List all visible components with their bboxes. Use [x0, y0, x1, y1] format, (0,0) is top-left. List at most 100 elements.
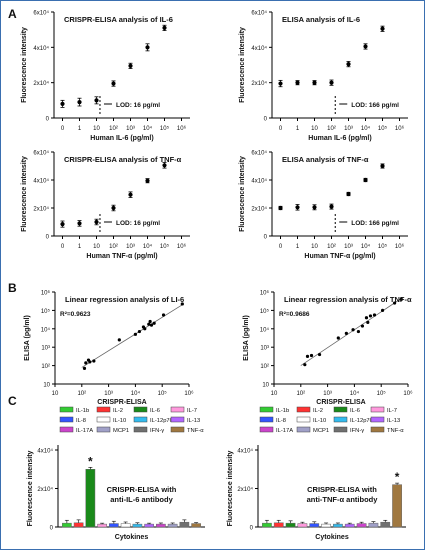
bar	[262, 522, 272, 528]
y-tick-label: 2x10⁴	[33, 80, 49, 87]
data-point	[148, 319, 152, 324]
x-tick-label: 0	[61, 126, 65, 132]
data-point	[180, 302, 184, 306]
x-tick-label: 10³	[344, 126, 353, 132]
y-tick-label: 0	[46, 235, 50, 241]
dose-response-chart: 0 2x10⁴ 4x10⁴ 6x10⁴ 0 1 10 10² 10³ 10⁴ 10⁵ 10⁶ LOD: …	[21, 10, 190, 142]
y-tick-label: 2x10⁴	[251, 206, 267, 213]
legend-label: MCP1	[313, 428, 329, 434]
fit-line	[300, 297, 403, 366]
data-point	[111, 81, 116, 86]
x-tick-label: 10⁵	[377, 390, 387, 397]
data-point	[82, 366, 87, 370]
y-tick-label: 4x10⁴	[33, 45, 49, 52]
x-axis-label: Cytokines	[315, 534, 349, 541]
data-point	[295, 80, 300, 85]
bar	[309, 523, 320, 528]
legend-swatch	[96, 416, 111, 423]
legend-label: IL-7	[387, 408, 397, 414]
y-tick-label: 0	[250, 526, 254, 532]
lod-label: LOD: 16 pg/ml	[116, 220, 160, 227]
y-tick-label: 2x10⁴	[251, 80, 267, 87]
legend-label: IL-8	[276, 418, 286, 424]
legend-swatch	[96, 426, 111, 433]
x-tick-label: 0	[279, 126, 283, 132]
y-axis-label: ELISA (pg/ml)	[243, 315, 250, 361]
data-point	[317, 352, 322, 357]
bar	[344, 523, 355, 528]
regression-chart: 10 10² 10³ 10⁴ 10⁵ 10⁶ 10 10² 10³ 10⁴ 10⁵ 10⁶ Linear…	[24, 290, 194, 407]
y-tick-label: 4x10⁴	[237, 448, 253, 455]
data-point	[117, 338, 121, 342]
x-tick-label: 10²	[327, 126, 336, 132]
bar	[120, 523, 131, 528]
data-point	[133, 332, 137, 336]
y-tick-label: 6x10⁴	[251, 10, 267, 17]
x-tick-label: 10²	[77, 391, 86, 397]
y-tick-label: 4x10⁴	[33, 178, 49, 185]
data-point	[295, 205, 300, 210]
annotation-line: CRISPR-ELISA with	[107, 485, 177, 494]
data-point	[128, 192, 133, 197]
x-tick-label: 10	[271, 391, 278, 397]
legend-swatch	[333, 416, 348, 423]
cytokine-bar-chart: 0 2x10⁴ 4x10⁴ * CRISPR-ELISA withanti-TNF-α …	[227, 406, 406, 541]
legend-swatch	[259, 426, 274, 433]
bar	[368, 522, 379, 528]
data-point	[303, 363, 307, 367]
x-tick-label: 10⁴	[361, 125, 371, 132]
x-tick-label: 10⁶	[177, 243, 187, 250]
data-point	[380, 163, 385, 169]
data-point	[360, 324, 365, 328]
significance-star: *	[395, 470, 400, 484]
x-axis-label: Human IL-6 (pg/ml)	[90, 135, 153, 142]
legend-swatch	[59, 426, 74, 433]
data-point	[363, 177, 368, 183]
y-axis-label: Fluorescence intensity	[227, 450, 234, 526]
significance-star: *	[88, 454, 93, 468]
data-point	[111, 205, 116, 211]
y-tick-label: 4x10⁴	[251, 178, 267, 185]
legend-swatch	[96, 406, 111, 413]
y-axis-label: Fluorescence intensity	[21, 156, 28, 232]
chart-title: Linear regression analysis of LI-6	[65, 295, 184, 304]
x-tick-label: 10⁶	[184, 390, 194, 397]
legend-label: IL-12p70	[350, 418, 373, 424]
data-point	[149, 323, 154, 327]
panel-letter-a: A	[8, 7, 17, 21]
legend-swatch	[133, 406, 148, 413]
x-tick-label: 10⁴	[143, 125, 153, 132]
legend-label: IL-12p70	[150, 418, 173, 424]
bar	[333, 523, 343, 528]
bar	[62, 522, 72, 528]
x-tick-label: 10²	[109, 244, 118, 250]
legend-label: IL-13	[187, 418, 200, 424]
data-point	[346, 62, 351, 67]
x-tick-label: 1	[78, 126, 82, 132]
data-point	[60, 101, 65, 106]
legend-swatch	[333, 426, 348, 433]
legend-label: IL-8	[76, 418, 86, 424]
data-point	[162, 25, 167, 30]
x-axis-label: CRISPR-ELISA	[316, 399, 365, 406]
data-point	[145, 45, 150, 50]
legend-label: MCP1	[113, 428, 129, 434]
legend-label: IL-7	[187, 408, 197, 414]
lod-label: LOD: 166 pg/ml	[351, 102, 399, 109]
x-tick-label: 10	[311, 126, 318, 132]
data-point	[278, 81, 283, 86]
bar	[191, 523, 201, 528]
bar	[156, 523, 166, 528]
x-tick-label: 10⁵	[378, 125, 388, 132]
legend-swatch	[370, 416, 385, 423]
data-point	[77, 221, 82, 226]
dose-response-chart: 0 2x10⁴ 4x10⁴ 6x10⁴ 0 1 10 10² 10³ 10⁴ 10⁵ 10⁶ LOD: …	[239, 150, 408, 260]
legend-label: IL-2	[113, 408, 123, 414]
x-tick-label: 10⁵	[378, 243, 388, 250]
data-point	[372, 313, 377, 317]
data-point	[92, 359, 96, 363]
legend-swatch	[296, 406, 311, 413]
legend-swatch	[170, 416, 185, 423]
